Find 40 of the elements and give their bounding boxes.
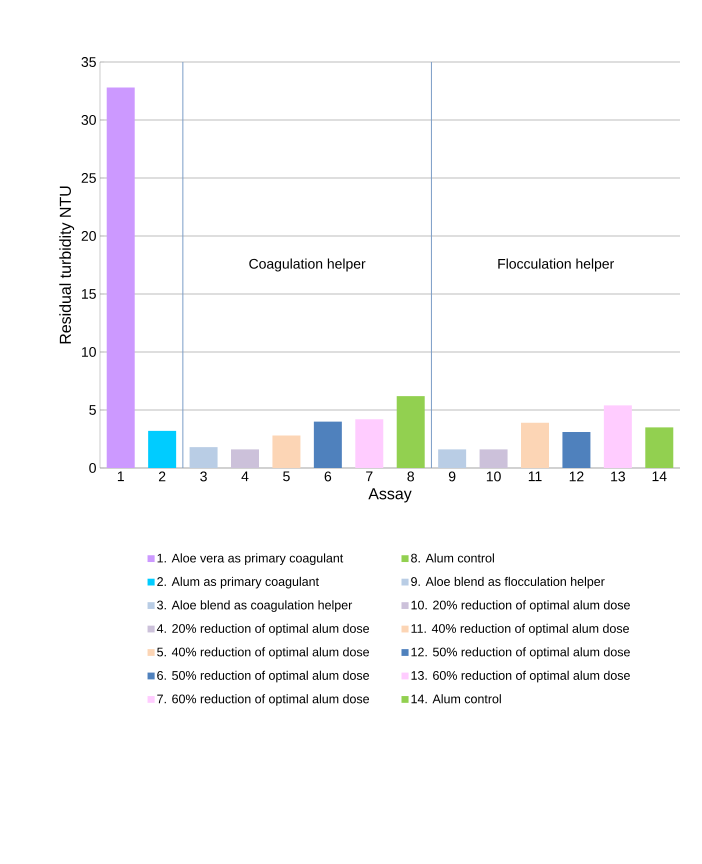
y-axis-title: Residual turbidity NTU — [59, 186, 74, 344]
y-tick-label: 0 — [89, 463, 96, 473]
x-tick-label: 11 — [528, 472, 542, 482]
x-tick-label: 10 — [486, 472, 501, 482]
y-tick-label: 15 — [82, 289, 96, 299]
y-tick-label: 20 — [82, 231, 96, 241]
legend-label: 3. Aloe blend as coagulation helper — [157, 600, 352, 612]
x-tick-label: 13 — [611, 472, 625, 482]
legend-label: 6. 50% reduction of optimal alum dose — [157, 670, 370, 682]
legend-label: 14. Alum control — [412, 694, 501, 704]
legend-label: 8. Alum control — [411, 553, 494, 563]
x-tick-label: 4 — [241, 472, 248, 482]
y-tick-label: 25 — [82, 173, 96, 183]
legend-label: 7. 60% reduction of optimal alum dose — [157, 694, 370, 706]
legend-label: 5. 40% reduction of optimal alum dose — [157, 647, 370, 659]
legend-label: 1. Aloe vera as primary coagulant — [158, 553, 344, 565]
annotation: Coagulation helper — [249, 258, 366, 272]
legend-label: 2. Alum as primary coagulant — [157, 576, 319, 588]
x-tick-label: 5 — [283, 472, 290, 482]
x-tick-label: 1 — [118, 472, 124, 482]
legend-label: 10. 20% reduction of optimal alum dose — [412, 600, 630, 612]
x-axis-title: Assay — [368, 488, 412, 503]
legend-label: 4. 20% reduction of optimal alum dose — [156, 624, 370, 636]
annotation: Flocculation helper — [498, 258, 614, 272]
legend-label: 11. 40% reduction of optimal alum dose — [412, 624, 629, 636]
x-tick-label: 2 — [158, 472, 166, 482]
y-tick-label: 35 — [82, 57, 96, 67]
legend-label: 12. 50% reduction of optimal alum dose — [412, 647, 630, 659]
x-tick-label: 6 — [324, 472, 332, 482]
x-tick-label: 8 — [407, 472, 414, 482]
x-tick-label: 3 — [200, 472, 207, 482]
x-tick-label: 12 — [570, 472, 584, 482]
x-tick-label: 14 — [652, 472, 667, 482]
legend-label: 9. Aloe blend as flocculation helper — [411, 576, 605, 588]
y-tick-label: 5 — [89, 405, 96, 415]
y-tick-label: 10 — [82, 347, 96, 357]
y-tick-label: 30 — [82, 115, 96, 125]
legend-label: 13. 60% reduction of optimal alum dose — [412, 670, 630, 682]
x-tick-label: 9 — [448, 472, 456, 482]
x-tick-label: 7 — [366, 472, 372, 482]
